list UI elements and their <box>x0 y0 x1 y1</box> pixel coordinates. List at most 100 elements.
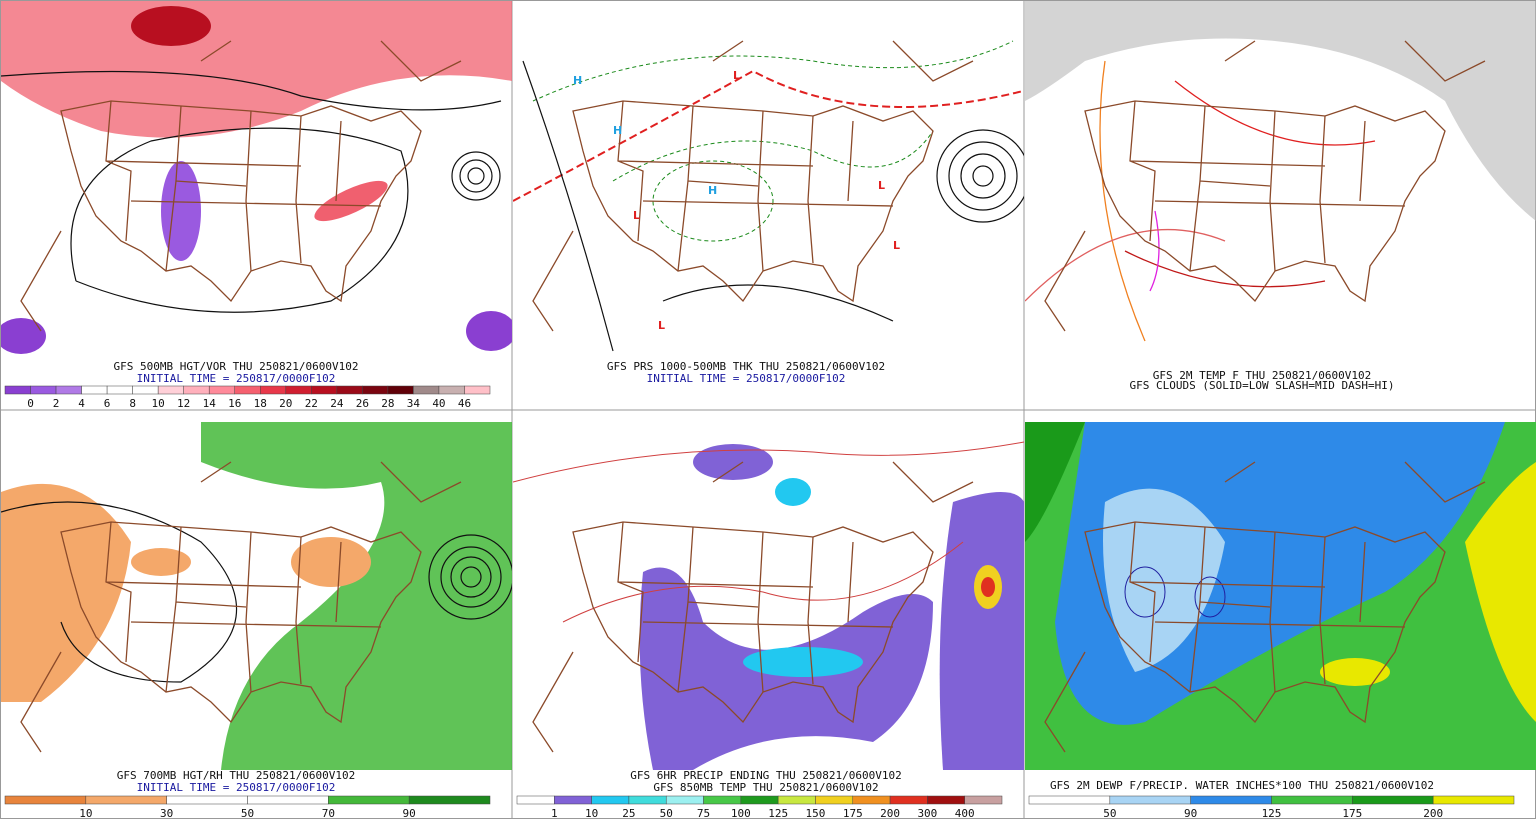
colorbar-label: 10 <box>79 807 92 819</box>
colorbar-label: 200 <box>1423 807 1443 819</box>
map-temperature <box>1025 1 1536 342</box>
colorbar-label: 100 <box>731 807 751 819</box>
colorbar-swatch <box>1271 795 1353 805</box>
colorbar-swatch <box>1352 795 1434 805</box>
colorbar-swatch <box>591 795 630 805</box>
caption: INITIAL TIME = 250817/0000F102 <box>137 372 336 385</box>
colorbar-label: 30 <box>160 807 173 819</box>
colorbar-swatch <box>387 385 414 395</box>
colorbar-label: 150 <box>806 807 826 819</box>
colorbar-label: 20 <box>279 397 292 410</box>
colorbar-label: 125 <box>768 807 788 819</box>
colorbar-label: 4 <box>78 397 85 410</box>
svg-text:L: L <box>878 179 885 192</box>
map-humidity <box>1 422 512 770</box>
caption: GFS CLOUDS (SOLID=LOW SLASH=MID DASH=HI) <box>1130 379 1395 392</box>
colorbar-swatch <box>362 385 389 395</box>
caption: GFS 2M TEMP F THU 250821/0600V102 <box>1153 369 1372 382</box>
colorbar-swatch <box>30 385 57 395</box>
colorbar-label: 1 <box>551 807 558 819</box>
colorbar-swatch <box>464 385 491 395</box>
colorbar-label: 50 <box>660 807 673 819</box>
colorbar-swatch <box>964 795 1003 805</box>
caption: GFS PRS 1000-500MB THK THU 250821/0600V1… <box>607 360 885 373</box>
colorbar-swatch <box>1432 795 1515 805</box>
colorbar-label: 125 <box>1262 807 1282 819</box>
colorbar-swatch <box>166 795 248 805</box>
colorbar-label: 175 <box>1342 807 1362 819</box>
colorbar-label: 2 <box>53 397 60 410</box>
svg-text:H: H <box>613 124 622 137</box>
colorbar-swatch <box>889 795 928 805</box>
colorbar-label: 90 <box>1184 807 1197 819</box>
colorbar-label: 28 <box>381 397 394 410</box>
caption: GFS 2M DEWP F/PRECIP. WATER INCHES*100 T… <box>1050 779 1434 792</box>
map-precip <box>513 441 1024 770</box>
colorbar-swatch <box>234 385 261 395</box>
svg-text:L: L <box>633 209 640 222</box>
colorbar-swatch <box>85 795 167 805</box>
colorbar-label: 8 <box>129 397 136 410</box>
colorbar-label: 46 <box>458 397 471 410</box>
colorbar-swatch <box>55 385 82 395</box>
colorbar-swatch <box>336 385 363 395</box>
map-vorticity <box>1 1 512 354</box>
colorbar-swatch <box>408 795 491 805</box>
colorbar-label: 175 <box>843 807 863 819</box>
colorbar-swatch <box>81 385 108 395</box>
colorbar-swatch <box>260 385 287 395</box>
colorbar-label: 22 <box>305 397 318 410</box>
colorbar-label: 50 <box>241 807 254 819</box>
colorbar-swatch <box>438 385 465 395</box>
svg-text:L: L <box>658 319 665 332</box>
colorbar-swatch <box>183 385 210 395</box>
colorbar-label: 14 <box>203 397 217 410</box>
colorbar-label: 200 <box>880 807 900 819</box>
caption: GFS 700MB HGT/RH THU 250821/0600V102 <box>117 769 355 782</box>
colorbar-label: 10 <box>152 397 165 410</box>
colorbar-swatch <box>247 795 329 805</box>
colorbar-swatch <box>665 795 704 805</box>
colorbar-label: 6 <box>104 397 111 410</box>
caption: GFS 6HR PRECIP ENDING THU 250821/0600V10… <box>630 769 902 782</box>
colorbar-swatch <box>311 385 338 395</box>
colorbar-swatch <box>852 795 891 805</box>
colorbar-label: 34 <box>407 397 421 410</box>
colorbar-swatch <box>106 385 133 395</box>
colorbar-swatch <box>285 385 312 395</box>
colorbar-swatch <box>703 795 742 805</box>
colorbar-label: 300 <box>917 807 937 819</box>
colorbar-label: 0 <box>27 397 34 410</box>
colorbar-label: 400 <box>955 807 975 819</box>
colorbar-label: 90 <box>403 807 416 819</box>
colorbar-label: 12 <box>177 397 190 410</box>
colorbar-label: 18 <box>254 397 267 410</box>
colorbar-label: 24 <box>330 397 344 410</box>
colorbar-swatch <box>1190 795 1272 805</box>
caption: GFS 500MB HGT/VOR THU 250821/0600V102 <box>113 360 358 373</box>
caption: INITIAL TIME = 250817/0000F102 <box>647 372 846 385</box>
caption: INITIAL TIME = 250817/0000F102 <box>137 781 336 794</box>
colorbar-swatch <box>815 795 854 805</box>
colorbar-swatch <box>516 795 555 805</box>
colorbar-swatch <box>132 385 159 395</box>
svg-text:L: L <box>733 69 740 82</box>
colorbar-swatch <box>328 795 410 805</box>
colorbar-swatch <box>1028 795 1111 805</box>
colorbar-swatch <box>4 385 31 395</box>
colorbar-swatch <box>413 385 440 395</box>
colorbar-swatch <box>777 795 816 805</box>
colorbar-label: 10 <box>585 807 598 819</box>
colorbar-swatch <box>208 385 235 395</box>
colorbar-swatch <box>740 795 779 805</box>
colorbar-label: 50 <box>1103 807 1116 819</box>
colorbar-label: 26 <box>356 397 369 410</box>
colorbar-swatch <box>4 795 87 805</box>
svg-text:L: L <box>893 239 900 252</box>
svg-text:H: H <box>708 184 717 197</box>
colorbar-label: 40 <box>432 397 445 410</box>
colorbar-label: 16 <box>228 397 241 410</box>
caption: GFS 850MB TEMP THU 250821/0600V102 <box>653 781 878 794</box>
colorbar-swatch <box>1109 795 1191 805</box>
